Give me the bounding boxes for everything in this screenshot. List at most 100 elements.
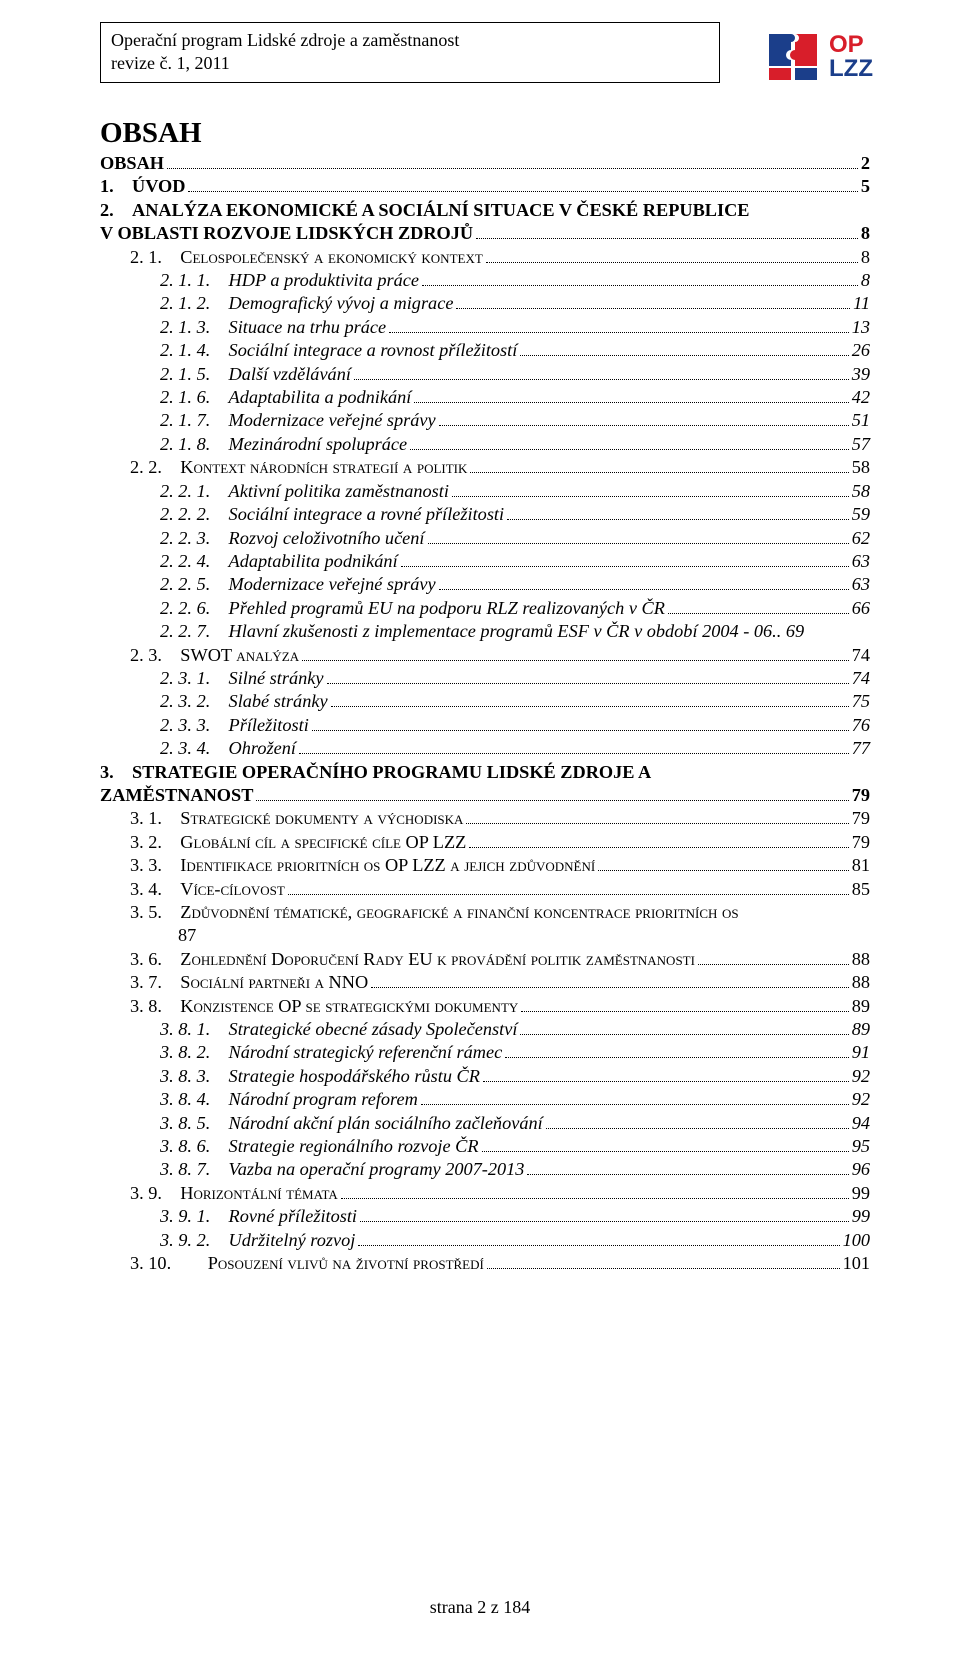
- toc-leader-dots: [486, 262, 858, 263]
- toc-entry[interactable]: 2. 2. 6. Přehled programů EU na podporu …: [100, 597, 870, 620]
- toc-entry[interactable]: 1. ÚVOD5: [100, 175, 870, 198]
- toc-leader-dots: [288, 894, 849, 895]
- toc-entry[interactable]: 3. 7. Sociální partneři a NNO 88: [100, 971, 870, 994]
- toc-leader-dots: [401, 566, 849, 567]
- toc-entry[interactable]: 3. 2. Globální cíl a specifické cíle OP …: [100, 831, 870, 854]
- toc-entry: 87: [100, 924, 870, 947]
- toc-entry[interactable]: 3. 5. Zdůvodnění tématické, geografické …: [100, 901, 870, 924]
- toc-leader-dots: [167, 168, 858, 169]
- toc-page-number: 96: [852, 1158, 870, 1181]
- toc-label: 3. 5. Zdůvodnění tématické, geografické …: [130, 901, 739, 924]
- toc-label: 2. 1. Celospolečenský a ekonomický konte…: [130, 246, 483, 269]
- toc-entry[interactable]: 2. 1. 4. Sociální integrace a rovnost př…: [100, 339, 870, 362]
- toc-entry[interactable]: 3. 8. 6. Strategie regionálního rozvoje …: [100, 1135, 870, 1158]
- header-box: Operační program Lidské zdroje a zaměstn…: [100, 22, 720, 83]
- toc-entry[interactable]: 2. 3. 3. Příležitosti 76: [100, 714, 870, 737]
- toc-label: 3. 8. 2. Národní strategický referenční …: [160, 1041, 502, 1064]
- toc-leader-dots: [487, 1268, 840, 1269]
- toc-leader-dots: [188, 191, 857, 192]
- toc-page-number: 59: [852, 503, 870, 526]
- toc-label: 2. 2. 4. Adaptabilita podnikání: [160, 550, 398, 573]
- toc-entry[interactable]: 2. 3. 2. Slabé stránky75: [100, 690, 870, 713]
- toc-entry[interactable]: 2. 1. 5. Další vzdělávání39: [100, 363, 870, 386]
- toc-label: 3. 8. 5. Národní akční plán sociálního z…: [160, 1112, 543, 1135]
- toc-entry[interactable]: 2. ANALÝZA EKONOMICKÉ A SOCIÁLNÍ SITUACE…: [100, 199, 870, 222]
- toc-entry[interactable]: 2. 1. 3. Situace na trhu práce13: [100, 316, 870, 339]
- toc-page-number: 91: [852, 1041, 870, 1064]
- toc-page-number: 58: [852, 456, 870, 479]
- toc-entry[interactable]: ZAMĚSTNANOST79: [100, 784, 870, 807]
- toc-leader-dots: [327, 683, 849, 684]
- toc-entry[interactable]: 3. 6. Zohlednění Doporučení Rady EU k pr…: [100, 948, 870, 971]
- toc-entry[interactable]: 3. 9. Horizontální témata 99: [100, 1182, 870, 1205]
- toc-entry[interactable]: 2. 2. 5. Modernizace veřejné správy63: [100, 573, 870, 596]
- toc-entry[interactable]: 2. 2. 1. Aktivní politika zaměstnanosti5…: [100, 480, 870, 503]
- toc-entry[interactable]: 3. 8. Konzistence OP se strategickými do…: [100, 995, 870, 1018]
- toc-entry[interactable]: 2. 1. Celospolečenský a ekonomický konte…: [100, 246, 870, 269]
- toc-entry[interactable]: 3. 9. 2. Udržitelný rozvoj100: [100, 1229, 870, 1252]
- toc-label: 2. 2. 5. Modernizace veřejné správy: [160, 573, 436, 596]
- toc-entry[interactable]: 3. STRATEGIE OPERAČNÍHO PROGRAMU LIDSKÉ …: [100, 761, 870, 784]
- toc-page-number: 99: [852, 1182, 870, 1205]
- toc-page-number: 8: [861, 222, 870, 245]
- toc-entry[interactable]: 2. 3. SWOT analýza74: [100, 644, 870, 667]
- toc-label: 2. 1. 8. Mezinárodní spolupráce: [160, 433, 407, 456]
- toc-entry[interactable]: 3. 3. Identifikace prioritních os OP LZZ…: [100, 854, 870, 877]
- toc-page-number: 88: [852, 971, 870, 994]
- toc-entry[interactable]: 2. 1. 1. HDP a produktivita práce8: [100, 269, 870, 292]
- toc-page-number: 95: [852, 1135, 870, 1158]
- toc-entry[interactable]: 2. 1. 6. Adaptabilita a podnikání42: [100, 386, 870, 409]
- toc-entry[interactable]: 3. 9. 1. Rovné příležitosti99: [100, 1205, 870, 1228]
- toc-page-number: 92: [852, 1088, 870, 1111]
- toc-entry[interactable]: 2. 3. 1. Silné stránky 74: [100, 667, 870, 690]
- toc-entry[interactable]: 2. 1. 2. Demografický vývoj a migrace11: [100, 292, 870, 315]
- toc-entry[interactable]: 3. 8. 7. Vazba na operační programy 2007…: [100, 1158, 870, 1181]
- toc-entry[interactable]: 2. 2. 2. Sociální integrace a rovné příl…: [100, 503, 870, 526]
- toc-entry[interactable]: 3. 4. Více-cílovost85: [100, 878, 870, 901]
- toc-label: 3. 8. 1. Strategické obecné zásady Spole…: [160, 1018, 517, 1041]
- toc-entry[interactable]: 3. 8. 1. Strategické obecné zásady Spole…: [100, 1018, 870, 1041]
- toc-page-number: 74: [852, 667, 870, 690]
- toc-label: 2. 3. 2. Slabé stránky: [160, 690, 328, 713]
- toc-leader-dots: [482, 1151, 849, 1152]
- toc-leader-dots: [421, 1104, 849, 1105]
- toc-page-number: 92: [852, 1065, 870, 1088]
- toc-leader-dots: [389, 332, 849, 333]
- toc-label: 2. 3. 1. Silné stránky: [160, 667, 324, 690]
- toc-label: 3. 8. Konzistence OP se strategickými do…: [130, 995, 518, 1018]
- toc-leader-dots: [469, 847, 848, 848]
- toc-entry[interactable]: 2. 2. 4. Adaptabilita podnikání63: [100, 550, 870, 573]
- toc-leader-dots: [520, 1034, 848, 1035]
- toc-page-number: 62: [852, 527, 870, 550]
- toc-page-number: 2: [861, 152, 870, 175]
- toc-page-number: 5: [861, 175, 870, 198]
- toc-label: 2. 3. 3. Příležitosti: [160, 714, 309, 737]
- toc-entry[interactable]: 2. 2. 7. Hlavní zkušenosti z implementac…: [100, 620, 870, 643]
- toc-leader-dots: [341, 1198, 849, 1199]
- toc-entry[interactable]: 2. 1. 8. Mezinárodní spolupráce57: [100, 433, 870, 456]
- toc-entry[interactable]: 2. 1. 7. Modernizace veřejné správy51: [100, 409, 870, 432]
- toc-entry[interactable]: 3. 8. 5. Národní akční plán sociálního z…: [100, 1112, 870, 1135]
- toc-label: 2. 1. 5. Další vzdělávání: [160, 363, 351, 386]
- toc-label: 2. 1. 2. Demografický vývoj a migrace: [160, 292, 453, 315]
- toc-entry[interactable]: 3. 10. Posouzení vlivů na životní prostř…: [100, 1252, 870, 1275]
- toc-leader-dots: [527, 1174, 848, 1175]
- toc-entry[interactable]: 3. 8. 3. Strategie hospodářského růstu Č…: [100, 1065, 870, 1088]
- toc-entry[interactable]: 2. 2. 3. Rozvoj celoživotního učení62: [100, 527, 870, 550]
- toc-page-number: 76: [852, 714, 870, 737]
- toc-entry[interactable]: 3. 8. 2. Národní strategický referenční …: [100, 1041, 870, 1064]
- toc-leader-dots: [312, 730, 849, 731]
- toc-entry[interactable]: 3. 8. 4. Národní program reforem92: [100, 1088, 870, 1111]
- toc-label: 3. 9. Horizontální témata: [130, 1182, 338, 1205]
- toc-entry[interactable]: V OBLASTI ROZVOJE LIDSKÝCH ZDROJŮ8: [100, 222, 870, 245]
- toc-label: 3. 2. Globální cíl a specifické cíle OP …: [130, 831, 466, 854]
- toc-leader-dots: [505, 1057, 849, 1058]
- toc-entry[interactable]: 2. 3. 4. Ohrožení77: [100, 737, 870, 760]
- toc-entry[interactable]: 2. 2. Kontext národních strategií a poli…: [100, 456, 870, 479]
- toc-leader-dots: [360, 1221, 849, 1222]
- toc-page-number: .. 69: [772, 620, 804, 643]
- toc-entry[interactable]: 3. 1. Strategické dokumenty a východiska…: [100, 807, 870, 830]
- toc-label: 3. 7. Sociální partneři a NNO: [130, 971, 368, 994]
- toc-leader-dots: [302, 660, 849, 661]
- toc-entry[interactable]: OBSAH2: [100, 152, 870, 175]
